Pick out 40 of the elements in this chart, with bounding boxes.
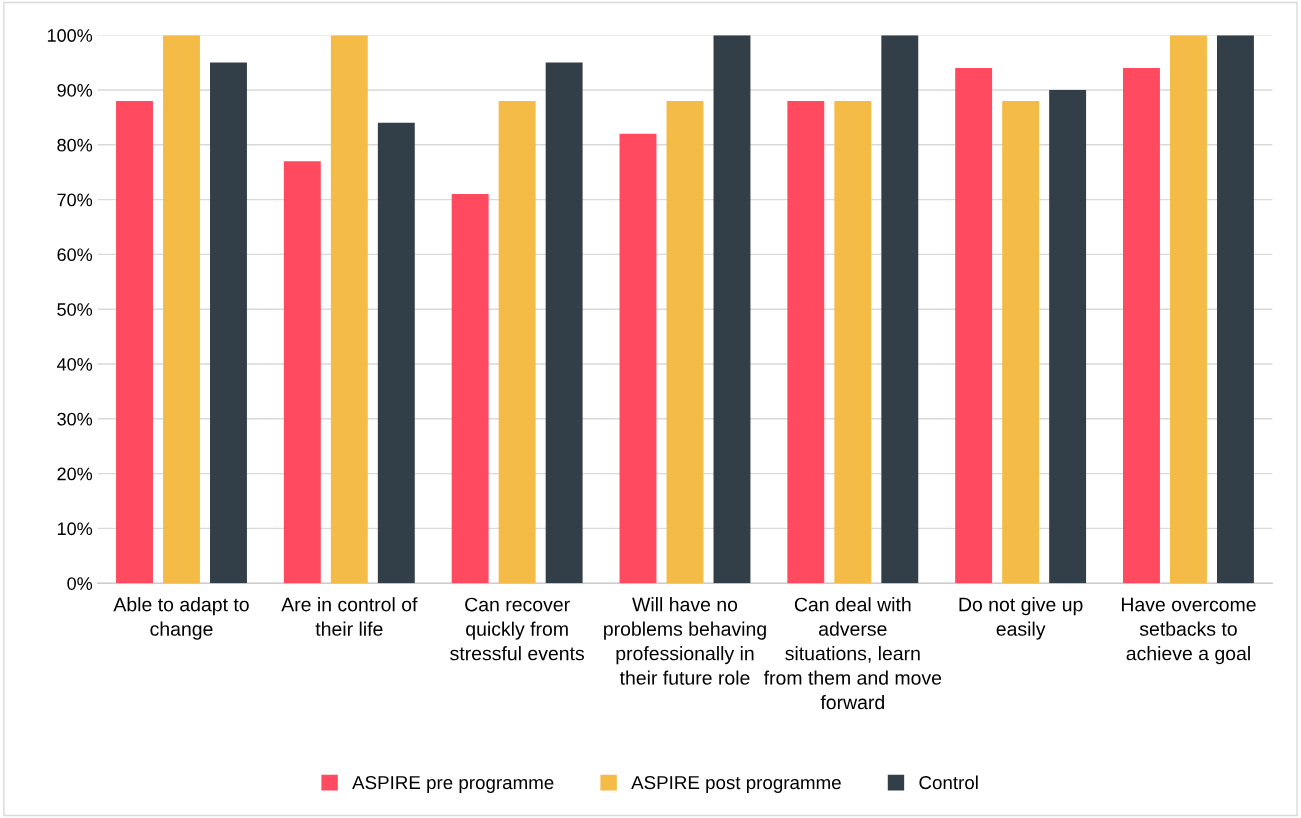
y-tick-label: 70% <box>57 193 93 207</box>
bar <box>283 161 321 584</box>
bar <box>713 35 751 584</box>
y-tick-label: 90% <box>57 83 93 97</box>
bar <box>377 122 415 584</box>
bar <box>498 100 536 584</box>
bar <box>1002 100 1040 584</box>
y-tick-label: 40% <box>56 357 93 371</box>
bar <box>1216 35 1254 584</box>
bar <box>834 100 872 584</box>
bar <box>330 35 368 584</box>
y-tick-label: 50% <box>57 303 93 316</box>
bar <box>545 62 583 584</box>
bar <box>881 35 919 584</box>
y-tick-label: 60% <box>57 248 93 262</box>
bar <box>163 35 200 584</box>
bar <box>451 194 489 584</box>
bar <box>116 100 153 584</box>
y-tick-label: 10% <box>57 522 93 536</box>
bar <box>1123 68 1160 584</box>
y-tick-label: 100% <box>47 29 93 42</box>
legend-label: ASPIRE post programme <box>631 775 841 793</box>
y-tick-label: 80% <box>57 138 93 152</box>
legend-label: Control <box>919 775 978 790</box>
x-tick-label: Able to adapt to change <box>113 597 249 640</box>
bar <box>955 68 993 584</box>
bar <box>787 100 825 584</box>
y-tick-label: 0% <box>67 577 93 590</box>
bar <box>210 62 247 584</box>
x-tick-label: Have overcome setbacks to achieve a goal <box>1121 597 1256 665</box>
x-tick-label: Do not give up easily <box>959 597 1083 640</box>
bar <box>1170 35 1207 584</box>
bar <box>1049 89 1087 584</box>
y-tick-label: 30% <box>57 412 93 426</box>
bar <box>666 100 704 584</box>
x-tick-label: Are in control of their life <box>281 597 418 636</box>
y-tick-label: 20% <box>57 467 93 481</box>
x-tick-label: Can recover quickly from stressful events <box>450 597 584 661</box>
bar <box>619 133 657 584</box>
legend-label: ASPIRE pre programme <box>352 775 554 793</box>
